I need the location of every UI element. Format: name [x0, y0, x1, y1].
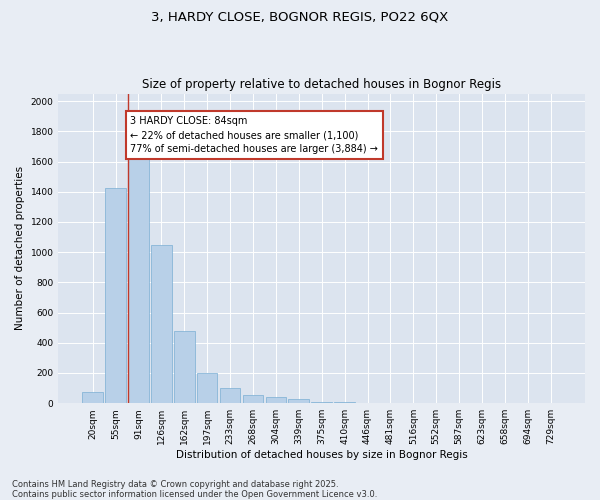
Bar [311, 402, 332, 403]
Text: 3, HARDY CLOSE, BOGNOR REGIS, PO22 6QX: 3, HARDY CLOSE, BOGNOR REGIS, PO22 6QX [151, 10, 449, 23]
Text: Contains HM Land Registry data © Crown copyright and database right 2025.
Contai: Contains HM Land Registry data © Crown c… [12, 480, 377, 499]
Y-axis label: Number of detached properties: Number of detached properties [15, 166, 25, 330]
Title: Size of property relative to detached houses in Bognor Regis: Size of property relative to detached ho… [142, 78, 501, 91]
Bar [82, 392, 103, 403]
Bar [220, 388, 241, 403]
Bar [334, 402, 355, 403]
X-axis label: Distribution of detached houses by size in Bognor Regis: Distribution of detached houses by size … [176, 450, 467, 460]
Text: 3 HARDY CLOSE: 84sqm
← 22% of detached houses are smaller (1,100)
77% of semi-de: 3 HARDY CLOSE: 84sqm ← 22% of detached h… [130, 116, 379, 154]
Bar [242, 395, 263, 403]
Bar [151, 244, 172, 403]
Bar [289, 400, 309, 403]
Bar [197, 373, 217, 403]
Bar [174, 332, 194, 403]
Bar [105, 188, 126, 403]
Bar [128, 158, 149, 403]
Bar [266, 397, 286, 403]
